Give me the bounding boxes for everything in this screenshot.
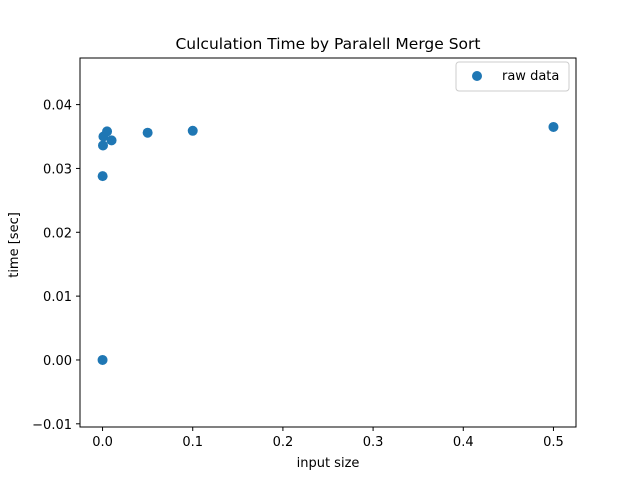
data-point: [142, 127, 153, 138]
y-axis-label: time [sec]: [7, 212, 22, 278]
chart-title: Culculation Time by Paralell Merge Sort: [175, 35, 480, 53]
legend-label: raw data: [502, 69, 559, 84]
data-point: [97, 354, 108, 365]
x-tick-label: 0.2: [273, 435, 294, 450]
legend: raw data: [455, 61, 570, 92]
x-tick-label: 0.5: [543, 435, 564, 450]
y-tick-label: 0.03: [43, 162, 72, 177]
y-tick-label: 0.04: [43, 99, 72, 114]
data-point: [97, 140, 108, 151]
y-tick-label: −0.01: [32, 418, 72, 433]
y-tick-label: 0.02: [43, 226, 72, 241]
y-tick-label: 0.00: [43, 354, 72, 369]
x-tick-label: 0.4: [453, 435, 474, 450]
data-point: [548, 121, 559, 132]
legend-marker: [472, 71, 482, 81]
y-tick-label: 0.01: [43, 290, 72, 305]
data-point: [106, 135, 117, 146]
x-tick-label: 0.0: [92, 435, 113, 450]
legend-box: [455, 61, 570, 92]
plot-area: 0.0 0.1 0.2 0.3 0.4 0.5 −0.01 0.00 0.01 0.02 0.03 0…: [32, 57, 577, 450]
x-tick-label: 0.1: [182, 435, 203, 450]
data-point: [187, 125, 198, 136]
data-point: [97, 171, 108, 182]
x-tick-label: 0.3: [363, 435, 384, 450]
plot-frame: [79, 57, 577, 428]
data-point: [102, 126, 113, 137]
x-axis-label: input size: [297, 456, 360, 471]
